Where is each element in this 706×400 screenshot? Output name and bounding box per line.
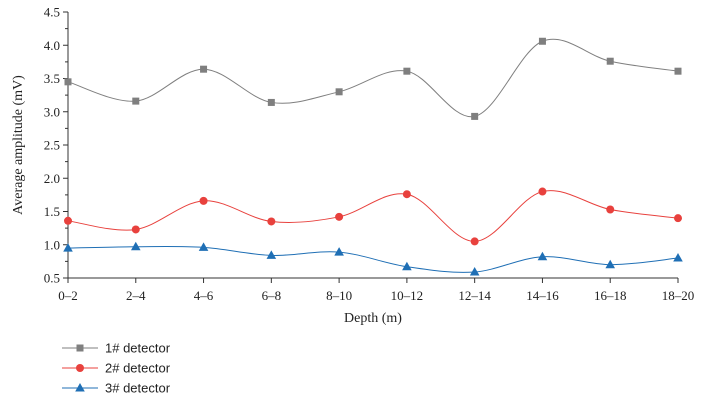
y-tick-label: 3.5	[44, 71, 60, 86]
x-tick-label: 12–14	[458, 288, 491, 303]
legend-item: 3# detector	[62, 381, 171, 396]
data-point	[131, 225, 140, 234]
x-axis-ticks: 0–2 2–4 4–6 6–8 8–10 10–12 12–14 14–16 16–18 18–2…	[58, 278, 694, 303]
data-point	[402, 190, 411, 199]
series-1	[64, 37, 682, 120]
y-tick-label: 0.5	[44, 271, 60, 286]
legend-marker	[76, 364, 84, 372]
data-point	[63, 243, 73, 252]
data-point	[538, 187, 547, 196]
x-axis-label: Depth (m)	[344, 311, 402, 326]
x-tick-label: 0–2	[58, 288, 78, 303]
data-point	[606, 57, 614, 65]
x-tick-label: 14–16	[526, 288, 559, 303]
legend-item: 2# detector	[62, 361, 171, 376]
x-tick-label: 6–8	[262, 288, 282, 303]
legend-item: 1# detector	[62, 341, 171, 356]
x-tick-label: 16–18	[594, 288, 627, 303]
axes	[67, 12, 678, 279]
data-point	[64, 216, 72, 225]
x-tick-label: 10–12	[391, 288, 424, 303]
legend-marker	[75, 383, 85, 392]
y-tick-label: 4.0	[44, 38, 60, 53]
data-point	[673, 253, 683, 262]
series-line	[67, 246, 679, 273]
series-2	[64, 187, 682, 246]
data-point	[674, 214, 682, 223]
legend-label: 3# detector	[105, 381, 171, 396]
data-point	[605, 259, 616, 269]
series-line	[67, 190, 679, 242]
data-point	[267, 98, 275, 106]
data-point	[403, 67, 411, 75]
data-point	[198, 242, 209, 251]
data-point	[335, 212, 344, 221]
data-point	[64, 78, 72, 86]
legend: 1# detector 2# detector 3# detector	[62, 341, 171, 396]
x-tick-label: 8–10	[326, 288, 352, 303]
y-tick-label: 4.5	[44, 5, 60, 20]
x-tick-label: 2–4	[126, 288, 146, 303]
data-point	[334, 247, 344, 256]
data-point	[606, 205, 615, 214]
data-point	[130, 241, 141, 251]
y-axis-label: Average amplitude (mV)	[11, 75, 26, 215]
data-point	[538, 37, 546, 45]
y-tick-label: 1.0	[44, 237, 60, 252]
series-3	[63, 241, 683, 276]
x-tick-label: 18–20	[662, 288, 695, 303]
data-point	[402, 261, 412, 271]
data-point	[132, 97, 140, 105]
data-point	[200, 65, 208, 73]
data-point	[470, 237, 479, 246]
data-point	[266, 250, 277, 259]
y-tick-label: 2.5	[44, 138, 60, 153]
legend-marker	[76, 344, 84, 352]
legend-label: 2# detector	[105, 361, 171, 376]
x-tick-label: 4–6	[194, 288, 214, 303]
data-point	[199, 196, 208, 205]
y-axis-ticks: 0.5 1.0 1.5 2.0 2.5 3.0 3.5 4.0 4.5	[44, 5, 68, 286]
data-point	[471, 112, 479, 120]
y-tick-label: 2.0	[44, 171, 60, 186]
data-point	[469, 267, 480, 276]
data-point	[335, 88, 343, 96]
legend-label: 1# detector	[105, 341, 171, 356]
data-point	[267, 217, 276, 226]
data-point	[537, 251, 548, 261]
data-point	[674, 67, 682, 75]
series-layer	[63, 37, 683, 276]
series-line	[67, 38, 679, 117]
y-tick-label: 1.5	[44, 204, 60, 219]
y-tick-label: 3.0	[44, 104, 60, 119]
